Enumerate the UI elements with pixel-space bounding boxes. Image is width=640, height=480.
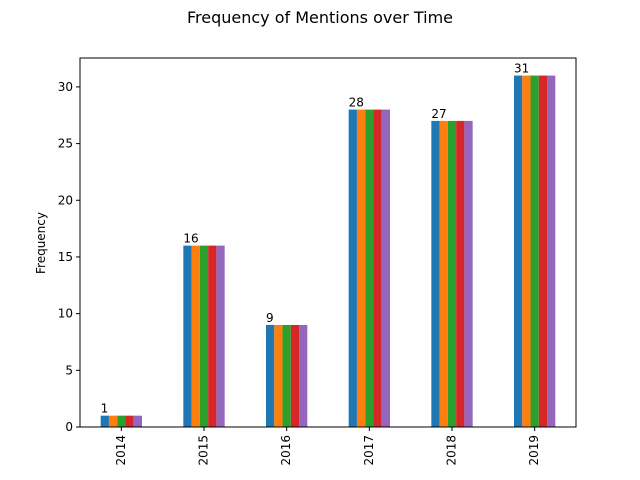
data-label: 16 — [183, 232, 198, 246]
y-tick-label: 20 — [58, 193, 73, 207]
bar — [290, 324, 300, 427]
data-labels-group: 1 16 9 28 27 31 — [101, 62, 530, 416]
x-tick-label: 2017 — [362, 435, 376, 466]
y-tick-label: 25 — [58, 137, 73, 151]
data-label: 28 — [349, 96, 364, 110]
bars-group — [100, 75, 556, 428]
bar — [183, 245, 192, 427]
plot-frame — [79, 57, 577, 428]
bar — [299, 324, 308, 427]
bar — [274, 324, 283, 427]
y-tick-label: 0 — [65, 420, 73, 434]
bar — [117, 415, 126, 427]
bar — [514, 75, 523, 428]
bar — [266, 324, 275, 427]
bar — [208, 245, 217, 427]
bar — [282, 324, 291, 427]
x-tick-label: 2014 — [114, 435, 128, 466]
y-tick-label: 30 — [58, 80, 73, 94]
bar — [365, 109, 374, 428]
bar — [464, 120, 473, 427]
bar — [538, 75, 548, 428]
bar — [133, 415, 142, 427]
bar — [431, 120, 440, 427]
bar — [216, 245, 225, 427]
x-tick-label: 2015 — [197, 435, 211, 466]
y-tick-label: 5 — [65, 363, 73, 377]
x-tick-label: 2019 — [527, 435, 541, 466]
bar — [522, 75, 531, 428]
bar — [100, 415, 109, 427]
bar — [373, 109, 382, 428]
bar — [456, 120, 465, 427]
bar — [530, 75, 539, 428]
y-axis-label: Frequency — [34, 212, 48, 274]
bar — [356, 109, 366, 428]
x-tick-label: 2016 — [279, 435, 293, 466]
bar — [108, 415, 118, 427]
bar — [199, 245, 209, 427]
data-label: 9 — [266, 311, 274, 325]
x-tick-label: 2018 — [445, 435, 459, 466]
bar — [125, 415, 134, 427]
data-label: 31 — [514, 62, 529, 76]
chart-title: Frequency of Mentions over Time — [186, 8, 454, 27]
bar — [447, 120, 457, 427]
bar — [439, 120, 448, 427]
bar — [547, 75, 556, 428]
bar — [348, 109, 357, 428]
y-tick-label: 15 — [58, 250, 73, 264]
x-axis: 2014 2015 2016 2017 2018 2019 — [114, 427, 541, 466]
data-label: 1 — [101, 402, 109, 416]
data-label: 27 — [431, 107, 446, 121]
bar — [381, 109, 390, 428]
y-tick-label: 10 — [58, 307, 73, 321]
y-axis: 0 5 10 15 20 25 30 — [58, 80, 80, 434]
bar — [191, 245, 200, 427]
